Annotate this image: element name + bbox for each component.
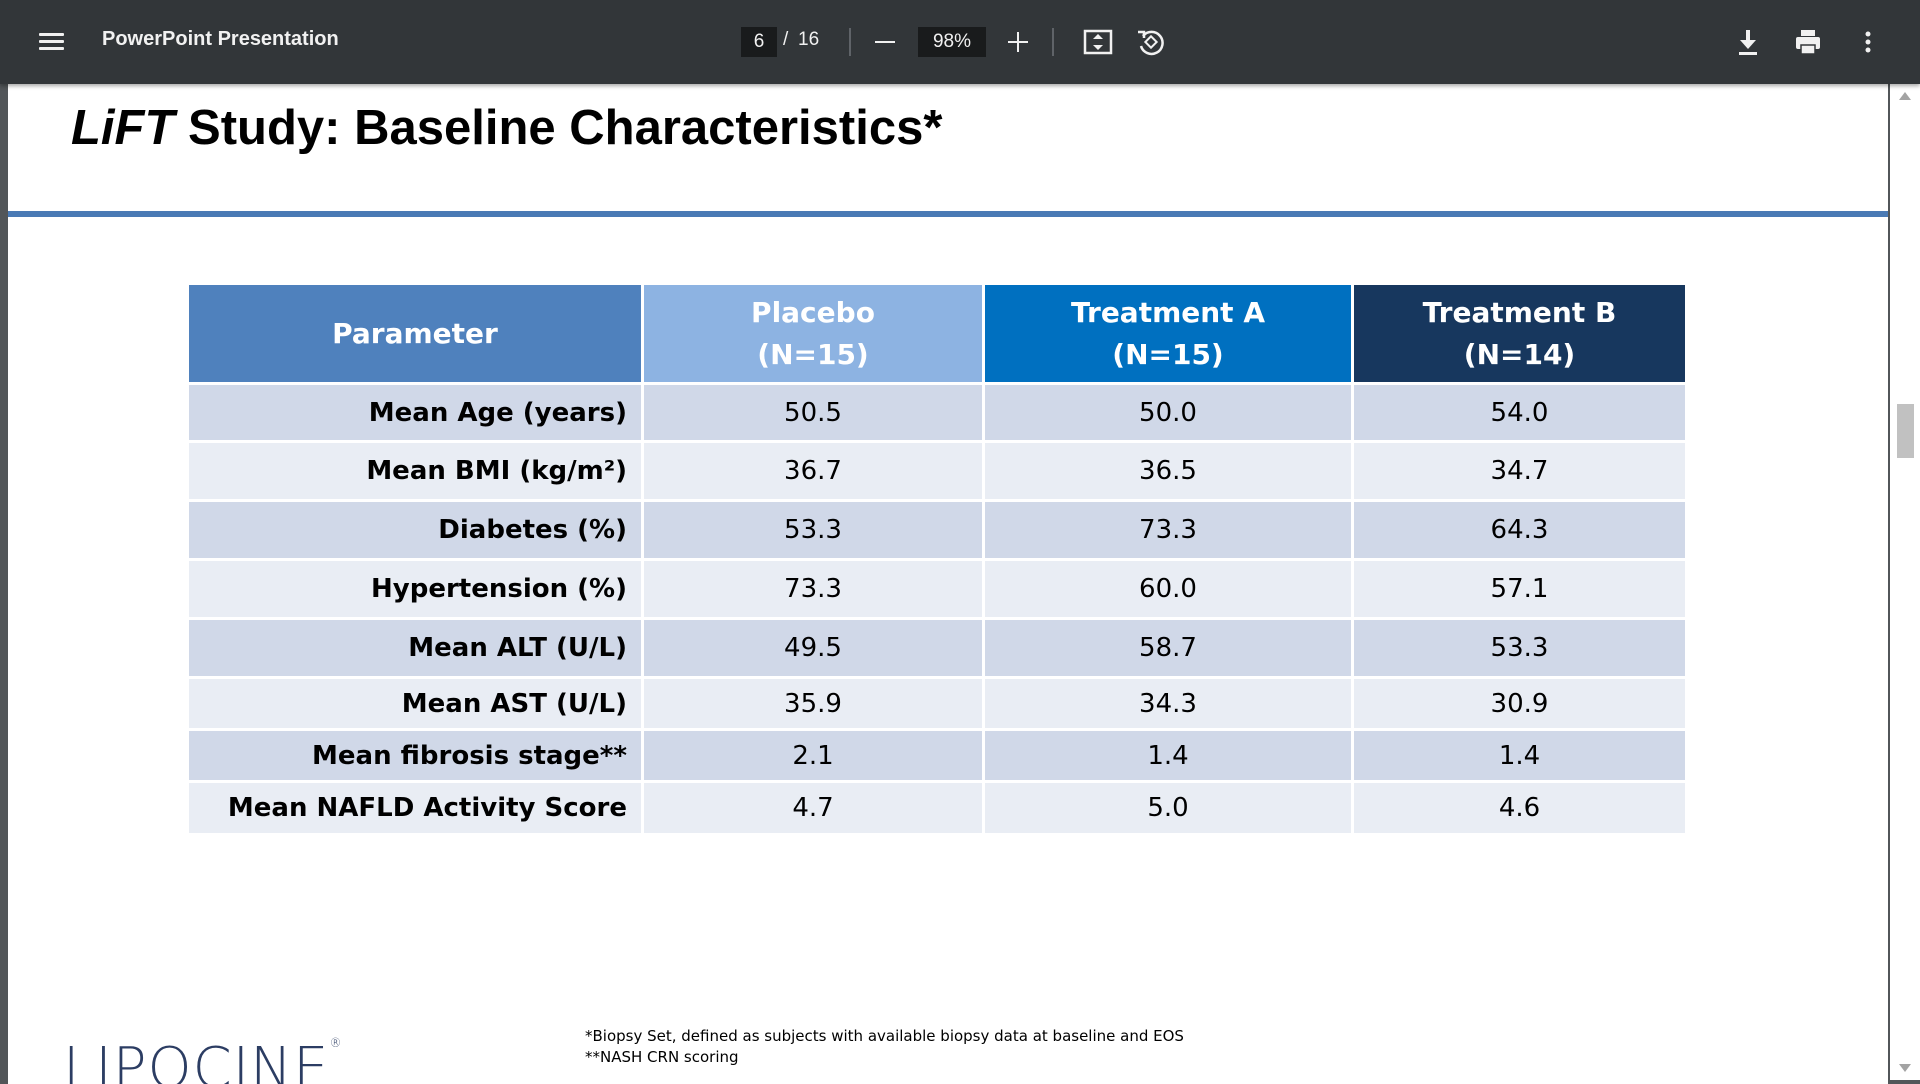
table-row: Diabetes (%) 53.3 73.3 64.3 — [189, 502, 1685, 558]
row-parameter: Mean NAFLD Activity Score — [189, 783, 641, 833]
footnotes: *Biopsy Set, defined as subjects with av… — [585, 1026, 1184, 1068]
placebo-value: 73.3 — [644, 561, 982, 617]
treatment-a-value: 73.3 — [985, 502, 1351, 558]
scroll-down-arrow-icon[interactable] — [1899, 1064, 1911, 1072]
treatment-b-value: 1.4 — [1354, 731, 1685, 780]
placebo-value: 53.3 — [644, 502, 982, 558]
scroll-up-arrow-icon[interactable] — [1899, 92, 1911, 100]
row-parameter: Mean Age (years) — [189, 385, 641, 440]
pdf-toolbar: PowerPoint Presentation / 16 — [0, 0, 1920, 84]
table-row: Mean NAFLD Activity Score 4.7 5.0 4.6 — [189, 783, 1685, 833]
treatment-b-value: 4.6 — [1354, 783, 1685, 833]
download-button[interactable] — [1730, 24, 1766, 60]
placebo-value: 49.5 — [644, 620, 982, 676]
more-actions-button[interactable] — [1850, 24, 1886, 60]
fit-to-page-button[interactable] — [1080, 24, 1116, 60]
slide-title-text: Study: Baseline Characteristics* — [174, 101, 943, 155]
treatment-a-value: 34.3 — [985, 679, 1351, 728]
menu-icon[interactable] — [34, 24, 70, 60]
header-treatment-a: Treatment A (N=15) — [985, 285, 1351, 382]
placebo-value: 4.7 — [644, 783, 982, 833]
treatment-a-value: 36.5 — [985, 443, 1351, 499]
row-parameter: Diabetes (%) — [189, 502, 641, 558]
table-header-row: Parameter Placebo (N=15) Treatment A (N=… — [189, 285, 1685, 382]
rotate-icon — [1138, 30, 1164, 56]
zoom-input[interactable] — [918, 27, 986, 57]
treatment-a-value: 60.0 — [985, 561, 1351, 617]
treatment-b-value: 34.7 — [1354, 443, 1685, 499]
more-vert-icon — [1865, 31, 1871, 53]
document-title: PowerPoint Presentation — [102, 28, 339, 50]
page-separator: / — [783, 29, 789, 50]
treatment-a-value: 58.7 — [985, 620, 1351, 676]
baseline-characteristics-table: Parameter Placebo (N=15) Treatment A (N=… — [186, 282, 1688, 836]
header-treatment-b: Treatment B (N=14) — [1354, 285, 1685, 382]
title-divider — [8, 211, 1888, 217]
treatment-b-value: 64.3 — [1354, 502, 1685, 558]
table-row: Mean AST (U/L) 35.9 34.3 30.9 — [189, 679, 1685, 728]
table-row: Mean ALT (U/L) 49.5 58.7 53.3 — [189, 620, 1685, 676]
zoom-out-button[interactable] — [867, 24, 903, 60]
row-parameter: Mean BMI (kg/m²) — [189, 443, 641, 499]
row-parameter: Hypertension (%) — [189, 561, 641, 617]
row-parameter: Mean ALT (U/L) — [189, 620, 641, 676]
header-placebo: Placebo (N=15) — [644, 285, 982, 382]
placebo-value: 35.9 — [644, 679, 982, 728]
slide-title: LiFT Study: Baseline Characteristics* — [71, 100, 942, 156]
treatment-b-value: 57.1 — [1354, 561, 1685, 617]
scrollbar-thumb[interactable] — [1897, 404, 1914, 458]
table-row: Mean BMI (kg/m²) 36.7 36.5 34.7 — [189, 443, 1685, 499]
vertical-scrollbar[interactable] — [1890, 84, 1920, 1080]
treatment-b-value: 53.3 — [1354, 620, 1685, 676]
pdf-page: LiFT Study: Baseline Characteristics* Pa… — [8, 84, 1888, 1084]
toolbar-divider — [1052, 28, 1054, 56]
footnote: *Biopsy Set, defined as subjects with av… — [585, 1027, 1184, 1045]
print-icon — [1796, 30, 1820, 55]
table-row: Mean Age (years) 50.5 50.0 54.0 — [189, 385, 1685, 440]
page-total: 16 — [798, 29, 820, 50]
download-icon — [1739, 30, 1757, 55]
rotate-button[interactable] — [1133, 24, 1169, 60]
treatment-a-value: 1.4 — [985, 731, 1351, 780]
company-logo: LIPOCINE® — [63, 1036, 343, 1084]
zoom-in-button[interactable] — [1000, 24, 1036, 60]
row-parameter: Mean fibrosis stage** — [189, 731, 641, 780]
fit-to-page-icon — [1083, 29, 1113, 55]
treatment-b-value: 54.0 — [1354, 385, 1685, 440]
study-name: LiFT — [71, 101, 175, 155]
treatment-b-value: 30.9 — [1354, 679, 1685, 728]
header-parameter: Parameter — [189, 285, 641, 382]
table-row: Mean fibrosis stage** 2.1 1.4 1.4 — [189, 731, 1685, 780]
placebo-value: 50.5 — [644, 385, 982, 440]
footnote: **NASH CRN scoring — [585, 1048, 739, 1066]
print-button[interactable] — [1790, 24, 1826, 60]
minus-icon — [875, 41, 895, 43]
toolbar-divider — [849, 28, 851, 56]
placebo-value: 2.1 — [644, 731, 982, 780]
table-row: Hypertension (%) 73.3 60.0 57.1 — [189, 561, 1685, 617]
placebo-value: 36.7 — [644, 443, 982, 499]
row-parameter: Mean AST (U/L) — [189, 679, 641, 728]
page-number-input[interactable] — [741, 27, 777, 57]
treatment-a-value: 5.0 — [985, 783, 1351, 833]
treatment-a-value: 50.0 — [985, 385, 1351, 440]
